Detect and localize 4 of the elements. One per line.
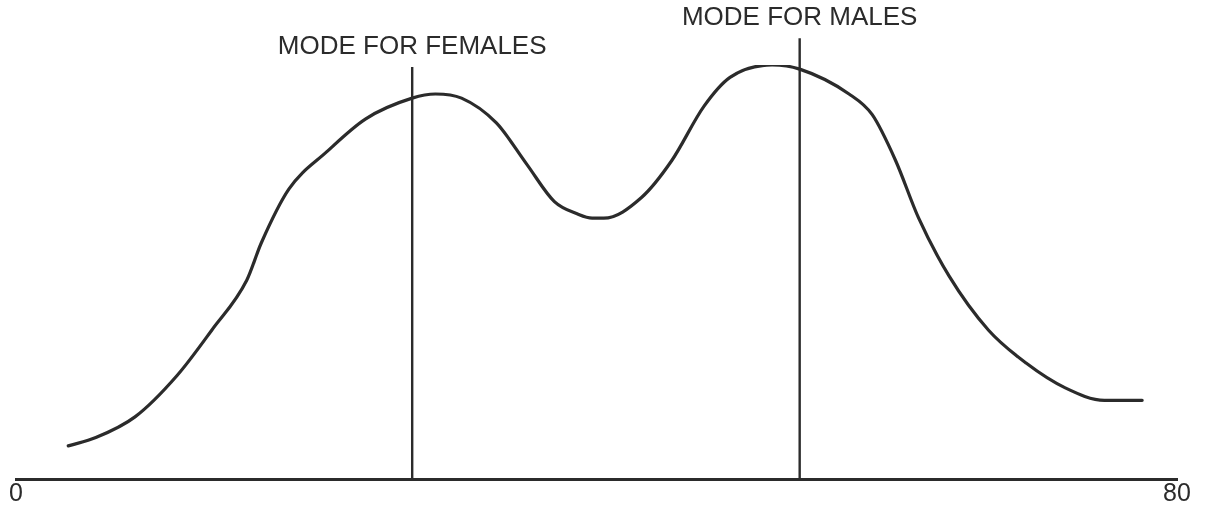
x-tick-label: 0 xyxy=(9,478,23,507)
x-tick-label: 80 xyxy=(1163,478,1191,507)
ref-line-label: MODE FOR MALES xyxy=(681,1,918,32)
ref-line-label: MODE FOR FEMALES xyxy=(277,30,547,61)
